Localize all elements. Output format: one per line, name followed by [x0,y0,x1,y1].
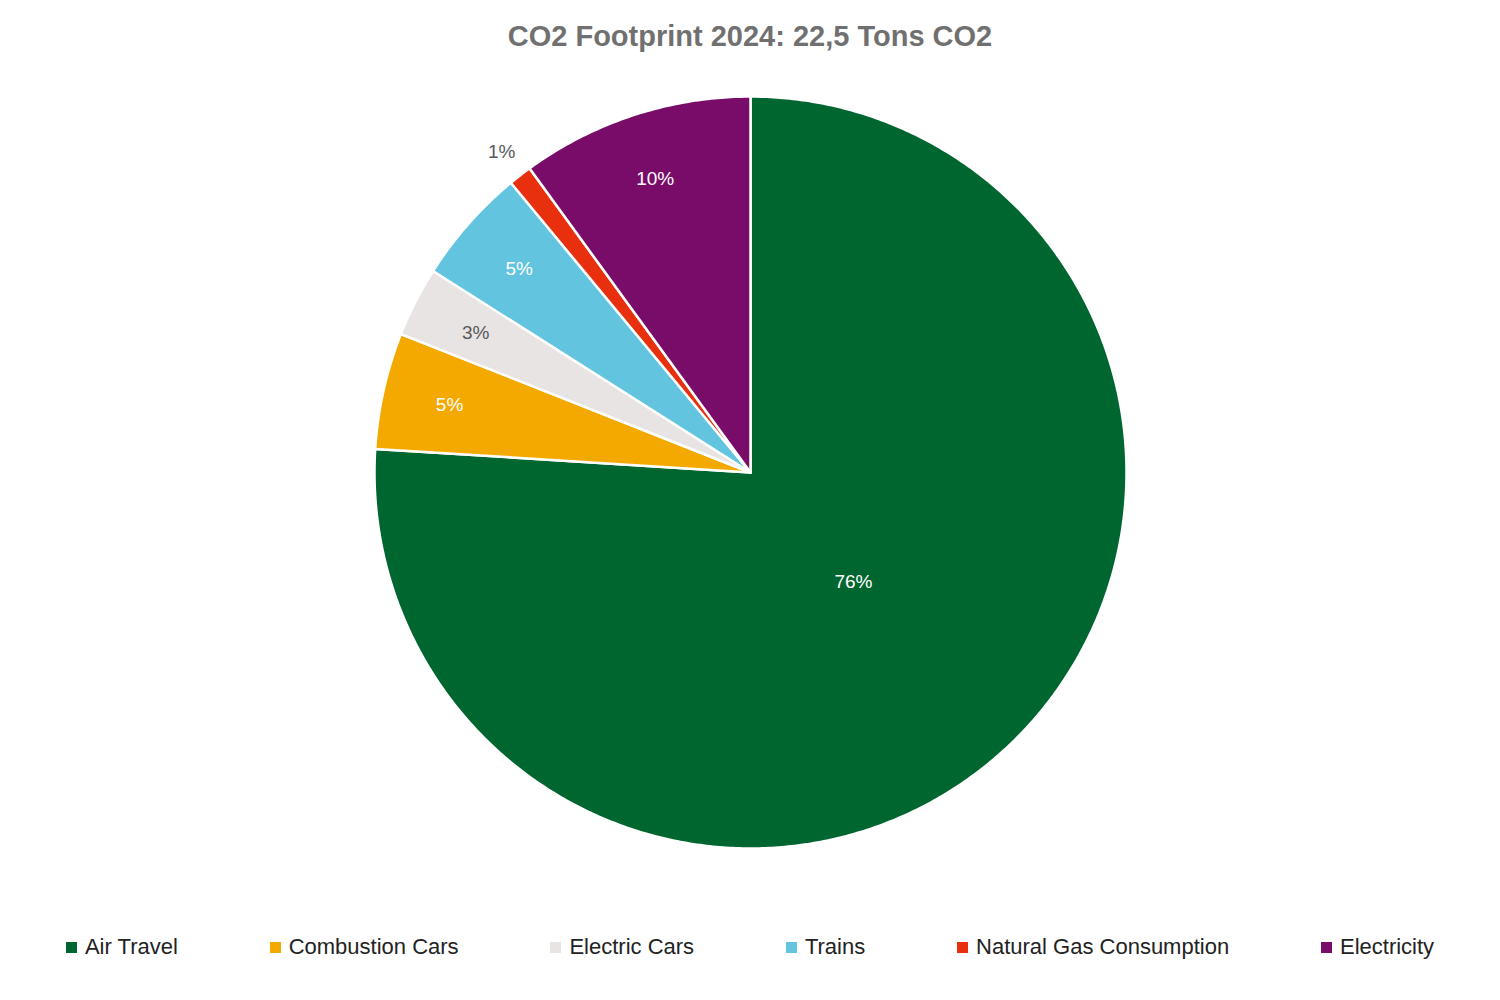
html-text:Electric Cars: Electric Cars [569,934,695,959]
svg-text:10%: 10% [636,168,674,189]
html-text:Electricity: Electricity [1340,934,1435,959]
svg-text:5%: 5% [505,258,533,279]
html-text:Natural Gas Consumption: Natural Gas Consumption [976,934,1230,959]
svg-text:1%: 1% [488,141,516,162]
html-text:CO2 Footprint 2024: 22,5 Tons: CO2 Footprint 2024: 22,5 Tons CO2 [507,20,993,52]
html-text:Air Travel: Air Travel [84,934,178,959]
svg-text:3%: 3% [462,322,490,343]
svg-text:76%: 76% [834,571,872,592]
html-text:Trains: Trains [804,934,866,959]
html-text:Combustion Cars: Combustion Cars [288,934,459,959]
svg-text:5%: 5% [436,394,464,415]
